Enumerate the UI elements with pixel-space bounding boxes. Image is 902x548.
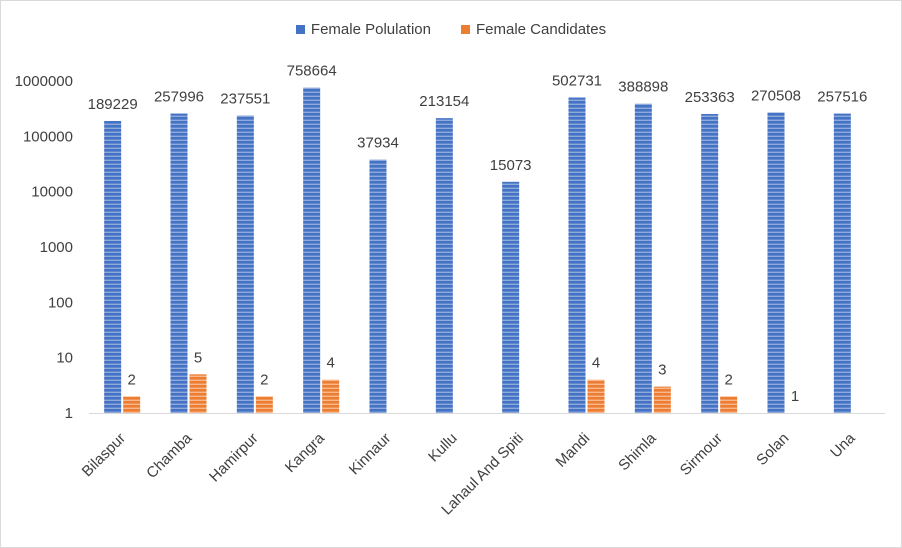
bar-female-population: [833, 113, 851, 413]
legend-swatch-population: [295, 25, 305, 34]
x-category-label: Sirmour: [677, 430, 726, 479]
x-category-label: Kinnaur: [346, 430, 395, 479]
data-label-female-population: 502731: [552, 73, 602, 90]
data-label-female-population: 213154: [419, 93, 469, 110]
data-label-female-candidates: 5: [194, 349, 202, 366]
legend: Female Polulation Female Candidates: [1, 21, 901, 38]
bar-female-population: [767, 112, 785, 413]
bar-female-population: [634, 103, 652, 414]
bars: [104, 87, 851, 414]
y-tick-label: 100000: [23, 128, 73, 145]
bar-female-candidates: [255, 396, 273, 413]
data-label-female-candidates: 2: [260, 371, 268, 388]
data-label-female-population: 237551: [220, 91, 270, 108]
bar-female-candidates: [653, 386, 671, 413]
x-axis-labels: Bilaspur Chamba Hamirpur Kangra Kinnaur Kullu…: [79, 429, 859, 518]
x-category-label: Kullu: [425, 430, 461, 466]
bar-female-candidates: [720, 396, 738, 413]
data-labels: 189229 2 257996 5 237551 2 758664 4 37934 213154 1…: [88, 63, 868, 405]
legend-label-population: Female Polulation: [310, 21, 431, 38]
data-label-female-population: 388898: [618, 79, 668, 96]
legend-item-candidates: Female Candidates: [461, 21, 606, 38]
bar-female-population: [170, 113, 188, 413]
x-category-label: Hamirpur: [206, 430, 262, 486]
y-tick-label: 10000: [31, 184, 73, 201]
data-label-female-population: 257996: [154, 89, 204, 106]
bar-female-population: [104, 121, 122, 413]
x-category-label: Shimla: [615, 429, 660, 474]
y-tick-label: 1: [65, 405, 73, 422]
data-label-female-population: 270508: [751, 87, 801, 104]
legend-swatch-candidates: [461, 25, 470, 34]
data-label-female-population: 253363: [685, 89, 735, 106]
data-label-female-population: 758664: [287, 63, 337, 80]
data-label-female-candidates: 2: [127, 371, 135, 388]
data-label-female-population: 189229: [88, 96, 138, 113]
y-tick-label: 1000000: [15, 73, 73, 90]
x-category-label: Solan: [753, 430, 792, 469]
legend-item-population: Female Polulation: [295, 21, 431, 38]
bar-female-candidates: [587, 379, 605, 413]
bar-female-population: [502, 181, 520, 413]
bar-female-population: [568, 97, 586, 413]
data-label-female-candidates: 4: [326, 355, 334, 372]
data-label-female-candidates: 2: [724, 371, 732, 388]
x-category-label: Una: [827, 429, 859, 461]
y-tick-label: 10: [56, 350, 73, 367]
data-label-female-candidates: 3: [658, 362, 666, 379]
y-tick-label: 1000: [40, 239, 73, 256]
x-category-label: Kangra: [282, 429, 329, 476]
y-axis-labels: 1 10 100 1000 10000 100000 1000000: [15, 73, 73, 422]
x-category-label: Bilaspur: [79, 430, 129, 480]
data-label-female-population: 37934: [357, 135, 399, 152]
bar-female-population: [701, 113, 719, 414]
x-category-label: Chamba: [143, 429, 196, 482]
y-tick-label: 100: [48, 294, 73, 311]
bar-female-population: [236, 115, 254, 414]
bar-female-candidates: [123, 396, 141, 413]
bar-female-candidates: [189, 374, 207, 413]
data-label-female-population: 257516: [817, 89, 867, 106]
bar-female-population: [303, 87, 321, 413]
bar-female-candidates: [322, 379, 340, 413]
data-label-female-candidates: 1: [791, 388, 799, 405]
bar-female-population: [369, 159, 387, 413]
x-category-label: Mandi: [552, 430, 593, 471]
bar-female-population: [435, 118, 453, 413]
legend-label-candidates: Female Candidates: [476, 21, 607, 38]
data-label-female-candidates: 4: [592, 355, 600, 372]
data-label-female-population: 15073: [490, 157, 532, 174]
